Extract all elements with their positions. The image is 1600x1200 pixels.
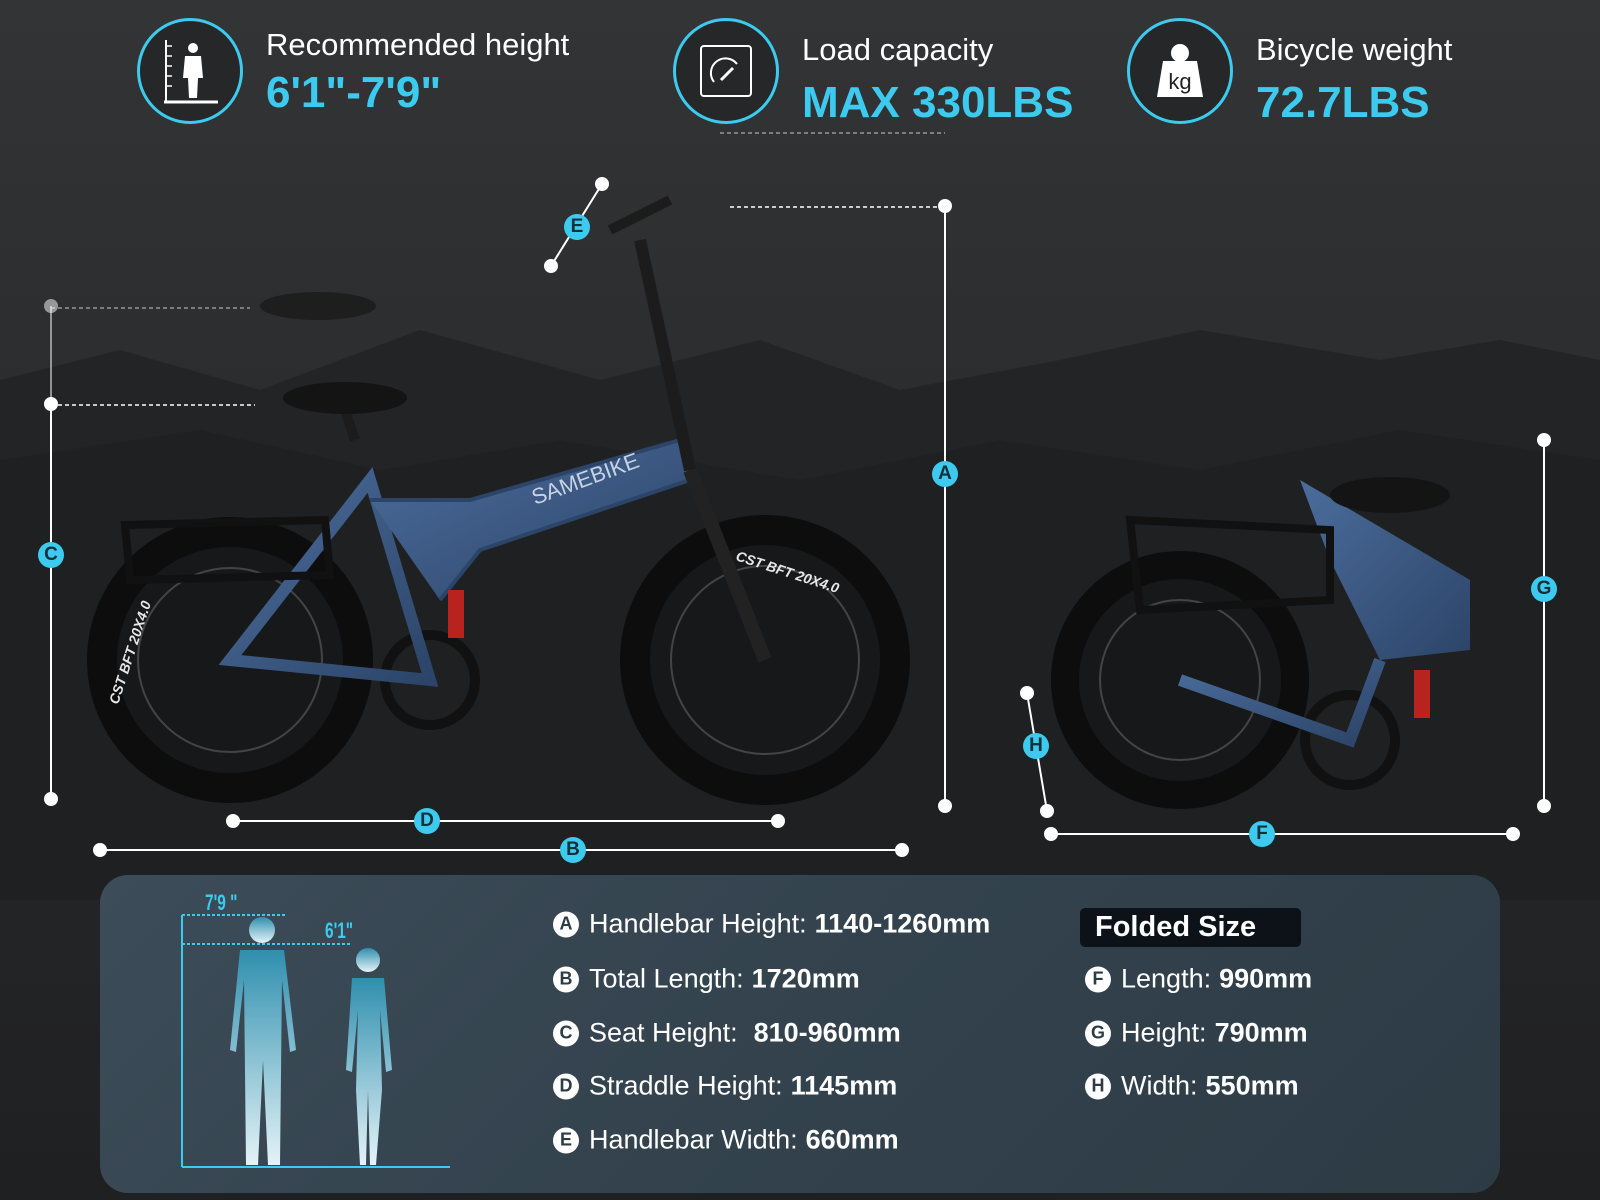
spec-value: 990mm bbox=[1219, 963, 1313, 994]
folded-bike-image bbox=[1051, 477, 1470, 809]
spec-letter: D bbox=[553, 1073, 579, 1099]
spec-folded-width: H Width: 550mm bbox=[1085, 1071, 1299, 1102]
kg-weight-icon: kg bbox=[1127, 18, 1233, 124]
unfolded-bike-image: CST BFT 20X4.0 CST BFT 20X4.0 SAMEBIKE bbox=[87, 195, 910, 805]
dimension-lines bbox=[44, 132, 1551, 857]
spec-handlebar-width: E Handlebar Width: 660mm bbox=[553, 1125, 899, 1156]
height-comparison-silhouettes bbox=[181, 914, 450, 1168]
spec-folded-length: F Length: 990mm bbox=[1085, 964, 1312, 995]
folded-size-heading: Folded Size bbox=[1080, 908, 1301, 947]
spec-folded-height: G Height: 790mm bbox=[1085, 1018, 1308, 1049]
dimension-marker-f: F bbox=[1249, 821, 1275, 847]
dimension-marker-a: A bbox=[932, 461, 958, 487]
spec-letter: C bbox=[553, 1020, 579, 1046]
spec-value: 1145mm bbox=[790, 1070, 898, 1101]
spec-letter: B bbox=[553, 966, 579, 992]
spec-letter: G bbox=[1085, 1020, 1111, 1046]
dimension-marker-h: H bbox=[1023, 733, 1049, 759]
tall-height-label: 7'9 " bbox=[205, 890, 238, 915]
spec-label: Handlebar Height: bbox=[589, 908, 807, 939]
spec-value: 810-960mm bbox=[753, 1017, 901, 1048]
dimension-marker-e: E bbox=[564, 214, 590, 240]
spec-label: Height: bbox=[1121, 1017, 1207, 1048]
spec-letter: A bbox=[553, 911, 579, 937]
spec-letter: H bbox=[1085, 1073, 1111, 1099]
spec-label: Length: bbox=[1121, 963, 1212, 994]
svg-text:kg: kg bbox=[1168, 69, 1191, 94]
height-ruler-person-icon bbox=[137, 18, 243, 124]
spec-seat-height: C Seat Height: 810-960mm bbox=[553, 1018, 901, 1049]
spec-value: 550mm bbox=[1205, 1070, 1299, 1101]
spec-value: 790mm bbox=[1214, 1017, 1308, 1048]
dimension-marker-b: B bbox=[560, 837, 586, 863]
feature-value-load: MAX 330LBS bbox=[802, 78, 1074, 127]
spec-value: 1720mm bbox=[751, 963, 860, 994]
spec-letter: F bbox=[1085, 966, 1111, 992]
spec-label: Handlebar Width: bbox=[589, 1124, 798, 1155]
feature-value-height: 6'1"-7'9" bbox=[266, 68, 442, 117]
spec-value: 660mm bbox=[805, 1124, 899, 1155]
dimension-marker-g: G bbox=[1531, 576, 1557, 602]
spec-value: 1140-1260mm bbox=[814, 908, 991, 939]
man-silhouette bbox=[230, 917, 296, 1165]
feature-label-weight: Bicycle weight bbox=[1256, 32, 1453, 67]
dimension-marker-d: D bbox=[414, 808, 440, 834]
speedometer-gauge-icon bbox=[673, 18, 779, 124]
feature-label-height: Recommended height bbox=[266, 27, 570, 62]
spec-straddle-height: D Straddle Height: 1145mm bbox=[553, 1071, 897, 1102]
dimension-marker-c: C bbox=[38, 542, 64, 568]
woman-silhouette bbox=[346, 948, 392, 1165]
spec-handlebar-height: A Handlebar Height: 1140-1260mm bbox=[553, 909, 990, 940]
feature-value-weight: 72.7LBS bbox=[1256, 78, 1430, 127]
spec-label: Width: bbox=[1121, 1070, 1198, 1101]
short-height-label: 6'1" bbox=[325, 918, 354, 943]
spec-label: Straddle Height: bbox=[589, 1070, 783, 1101]
spec-total-length: B Total Length: 1720mm bbox=[553, 964, 860, 995]
spec-letter: E bbox=[553, 1127, 579, 1153]
spec-label: Total Length: bbox=[589, 963, 744, 994]
spec-label: Seat Height: bbox=[589, 1017, 738, 1048]
feature-label-load: Load capacity bbox=[802, 32, 994, 67]
